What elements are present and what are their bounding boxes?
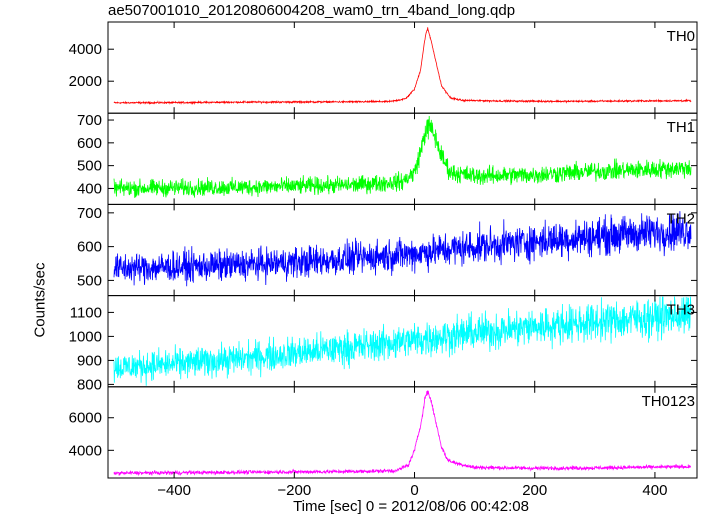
panel-frame-th0123	[107, 386, 698, 479]
y-tick-label-th1: 700	[77, 112, 102, 129]
panel-label-th0: TH0	[667, 28, 695, 45]
series-line-th3	[113, 296, 692, 386]
x-tick-label: −200	[277, 482, 311, 499]
y-tick-label-th2: 600	[77, 239, 102, 256]
y-tick-label-th1: 500	[77, 158, 102, 175]
y-tick-label-th3: 1100	[70, 304, 102, 321]
series-line-th2	[113, 211, 692, 287]
y-tick-label-th3: 1000	[69, 328, 102, 345]
y-tick-label-th1: 400	[77, 180, 102, 197]
x-tick-label: 0	[410, 482, 418, 499]
panel-label-th3: TH3	[667, 302, 695, 319]
y-tick-label-th0123: 6000	[69, 410, 102, 427]
panel-label-th2: TH2	[667, 210, 695, 227]
panel-label-th1: TH1	[667, 119, 695, 136]
y-tick-label-th0: 2000	[69, 73, 102, 90]
series-line-th0123	[113, 390, 692, 477]
x-tick-label: 200	[522, 482, 547, 499]
x-axis-label: Time [sec] 0 = 2012/08/06 00:42:08	[293, 498, 529, 515]
x-tick-label: 400	[642, 482, 667, 499]
y-tick-label-th1: 600	[77, 135, 102, 152]
y-tick-label-th3: 900	[77, 352, 102, 369]
chart-title: ae507001010_20120806004208_wam0_trn_4ban…	[108, 2, 516, 19]
x-tick-label: −400	[157, 482, 191, 499]
y-tick-label-th2: 700	[77, 205, 102, 222]
y-tick-label-th3: 800	[77, 376, 102, 393]
y-tick-label-th0123: 4000	[69, 442, 102, 459]
series-line-th1	[113, 115, 692, 198]
y-tick-label-th2: 500	[77, 272, 102, 289]
panel-frame-th1	[107, 112, 698, 205]
panel-label-th0123: TH0123	[642, 393, 695, 410]
y-tick-label-th0: 4000	[69, 41, 102, 58]
series-line-th0	[113, 27, 692, 106]
